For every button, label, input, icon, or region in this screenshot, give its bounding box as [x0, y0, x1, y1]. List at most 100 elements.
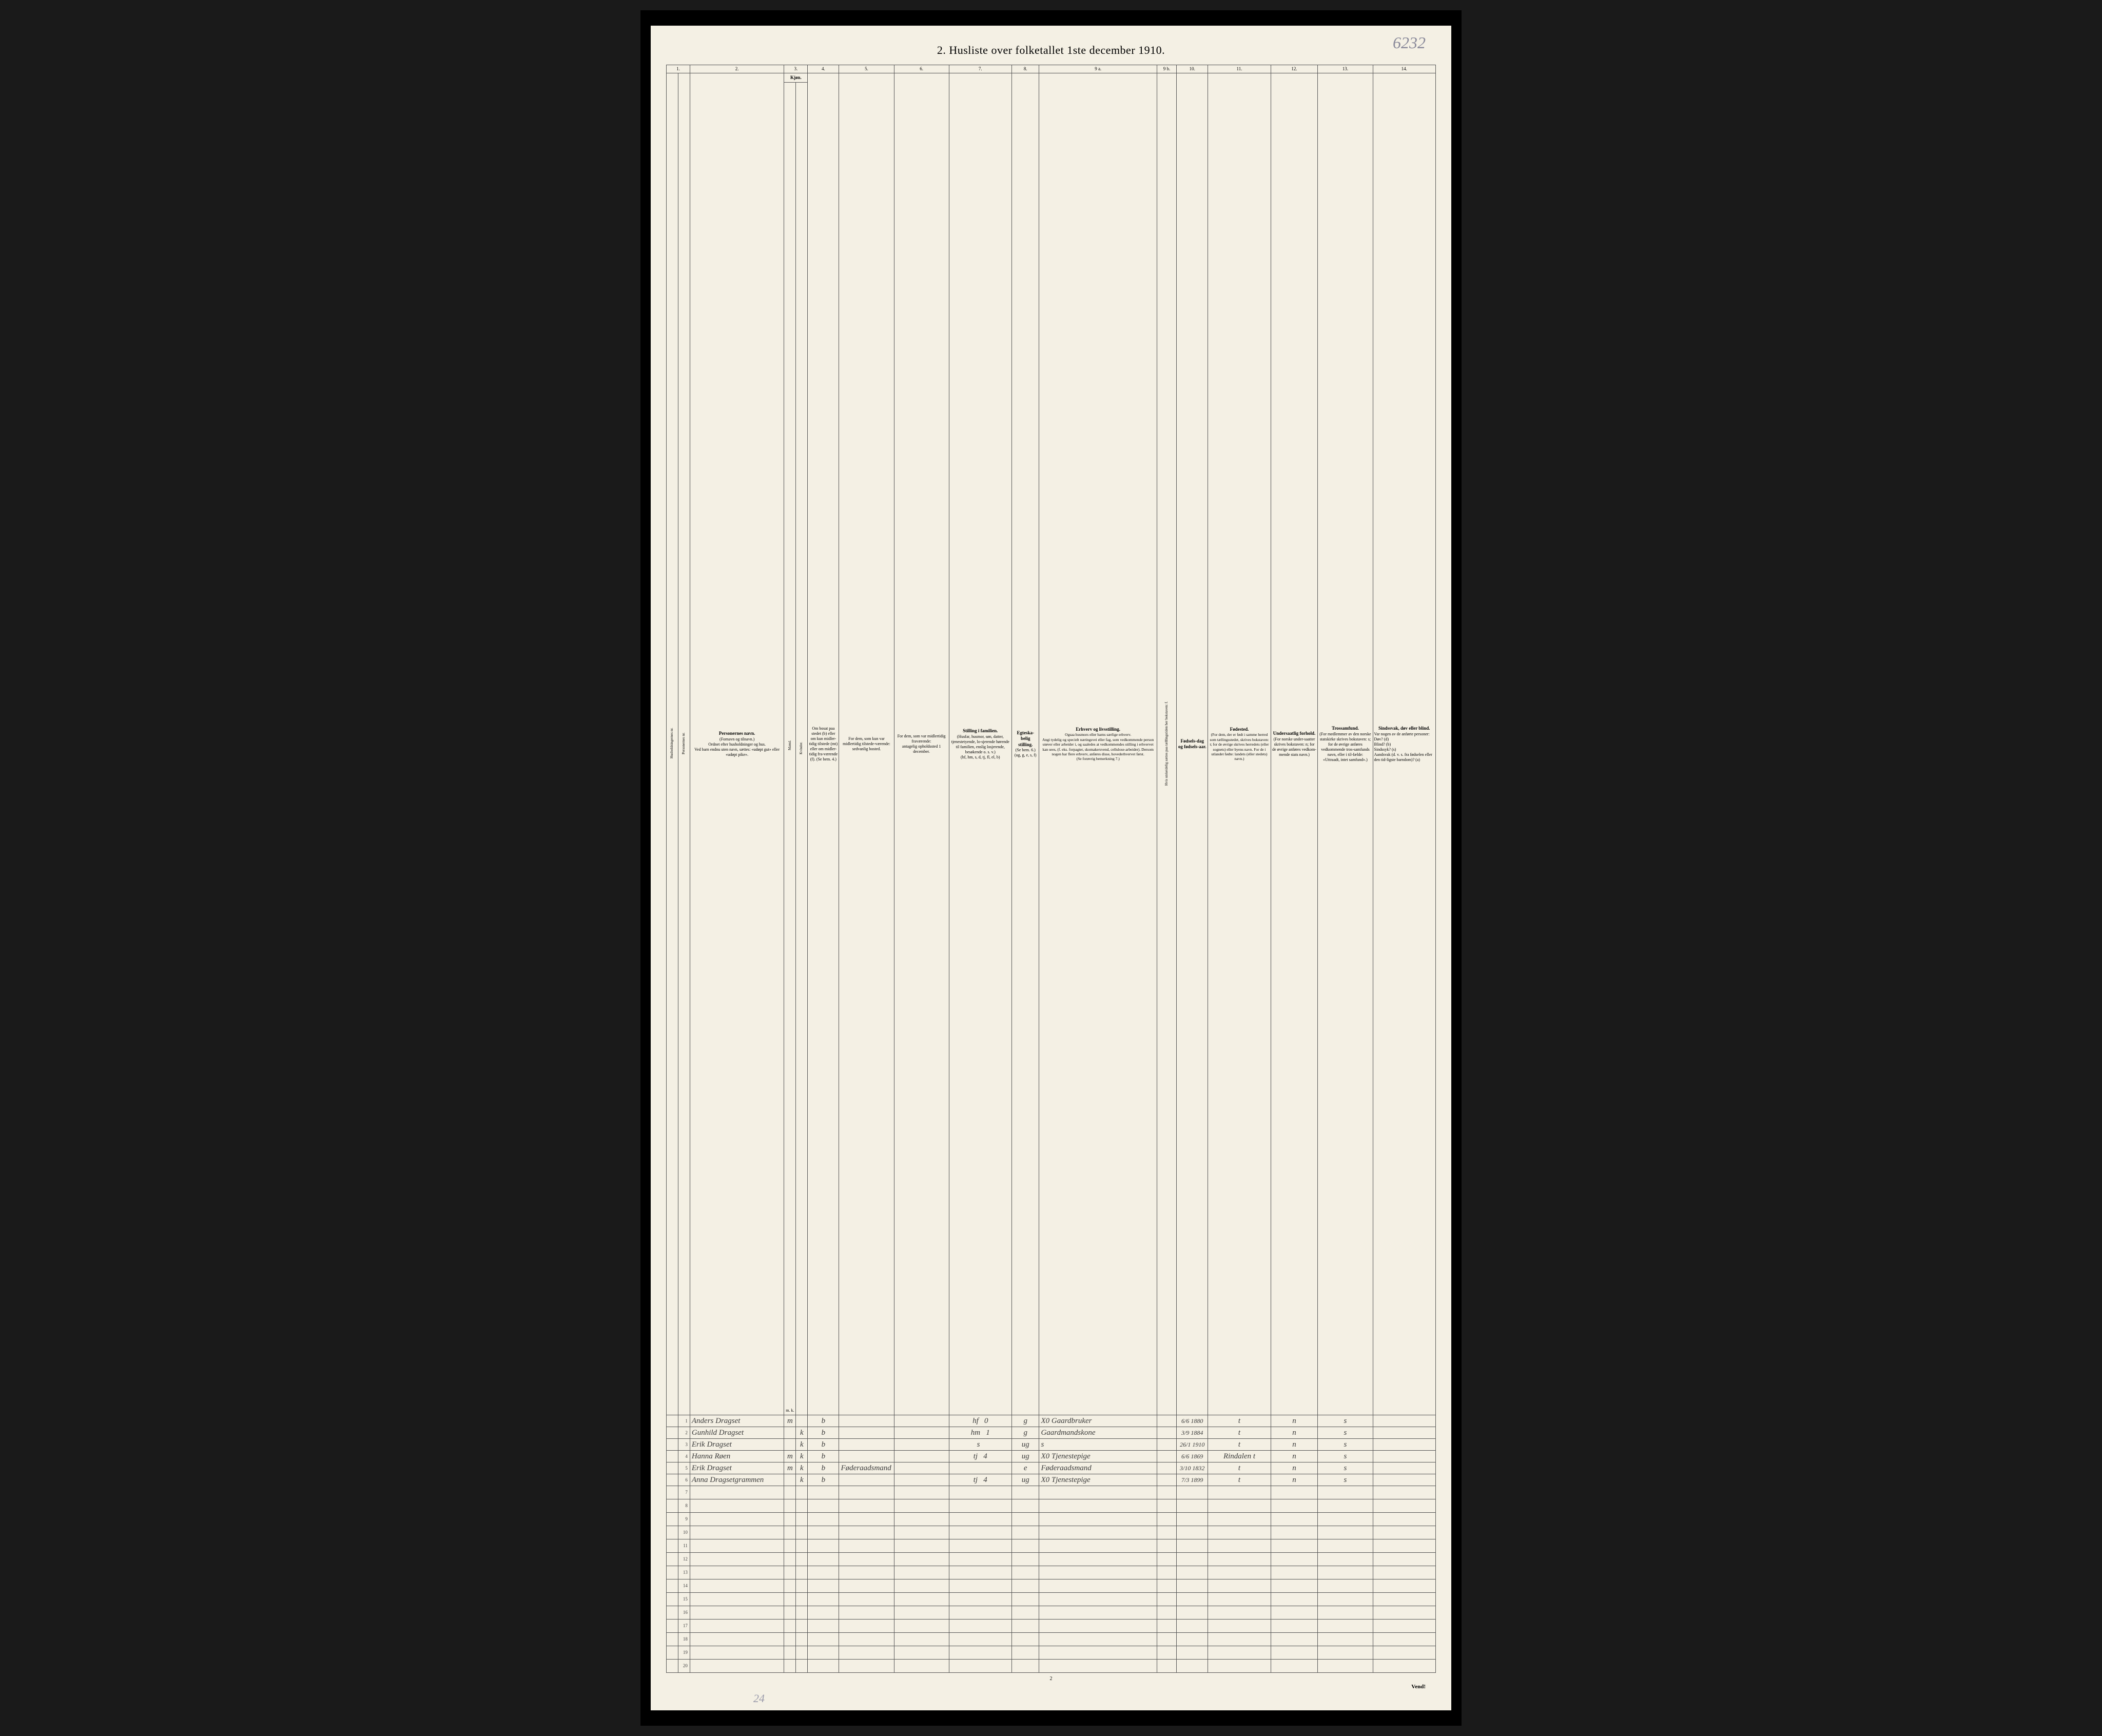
- family-position: [949, 1462, 1011, 1474]
- sex-m: [784, 1427, 796, 1439]
- marital: ug: [1011, 1451, 1039, 1462]
- household-num: [667, 1486, 678, 1499]
- table-row: 8: [667, 1499, 1436, 1513]
- dob: 26/1 1910: [1177, 1439, 1208, 1451]
- dob: 6/6 1869: [1177, 1451, 1208, 1462]
- person-num: 20: [678, 1660, 690, 1673]
- household-num: [667, 1566, 678, 1579]
- family-position: s: [949, 1439, 1011, 1451]
- person-num: 9: [678, 1513, 690, 1526]
- header-c10: Egteska-belig stilling. (Se bem. 6.) (ug…: [1011, 73, 1039, 1415]
- col-num: 2.: [690, 65, 784, 73]
- person-name: Erik Dragset: [690, 1439, 784, 1451]
- household-num: [667, 1451, 678, 1462]
- table-row: 7: [667, 1486, 1436, 1499]
- household-num: [667, 1553, 678, 1566]
- household-num: [667, 1620, 678, 1633]
- sex-k: k: [796, 1451, 808, 1462]
- religion: s: [1318, 1451, 1373, 1462]
- table-row: 5 Erik Dragset m k b Føderaadsmand e Fød…: [667, 1462, 1436, 1474]
- table-row: 10: [667, 1526, 1436, 1539]
- temp-absent: [894, 1462, 949, 1474]
- temp-present: [839, 1439, 894, 1451]
- religion: s: [1318, 1474, 1373, 1486]
- birthplace: t: [1208, 1439, 1271, 1451]
- residence: b: [808, 1439, 839, 1451]
- residence: b: [808, 1474, 839, 1486]
- sex-k: [796, 1415, 808, 1427]
- person-num: 6: [678, 1474, 690, 1486]
- person-num: 15: [678, 1593, 690, 1606]
- household-num: [667, 1606, 678, 1620]
- table-row: 1 Anders Dragset m b hf 0 g X0 Gaardbruk…: [667, 1415, 1436, 1427]
- table-header: 1. 2. 3. 4. 5. 6. 7. 8. 9 a. 9 b. 10. 11…: [667, 65, 1436, 1415]
- sex-m: m: [784, 1415, 796, 1427]
- residence: b: [808, 1427, 839, 1439]
- table-row: 17: [667, 1620, 1436, 1633]
- occupation: X0 Gaardbruker: [1039, 1415, 1157, 1427]
- col-num: 3.: [784, 65, 808, 73]
- household-num: [667, 1427, 678, 1439]
- table-row: 16: [667, 1606, 1436, 1620]
- household-num: [667, 1593, 678, 1606]
- footer-left-handwritten: 24: [753, 1692, 765, 1705]
- family-position: tj 4: [949, 1451, 1011, 1462]
- sex-m: [784, 1439, 796, 1451]
- header-c4: Mænd.m. k.: [784, 83, 796, 1415]
- table-row: 14: [667, 1579, 1436, 1593]
- religion: s: [1318, 1439, 1373, 1451]
- sex-m: m: [784, 1451, 796, 1462]
- col-num: 9 a.: [1039, 65, 1157, 73]
- temp-present: [839, 1415, 894, 1427]
- footer-page-number: 2: [666, 1676, 1436, 1682]
- header-c3: Personernes navn. (Fornavn og tilnavn.) …: [690, 73, 784, 1415]
- household-num: [667, 1415, 678, 1427]
- occupation: Gaardmandskone: [1039, 1427, 1157, 1439]
- person-num: 7: [678, 1486, 690, 1499]
- person-name: Anna Dragsetgrammen: [690, 1474, 784, 1486]
- marital: ug: [1011, 1474, 1039, 1486]
- document-title: 2. Husliste over folketallet 1ste decemb…: [666, 44, 1436, 57]
- table-row: 6 Anna Dragsetgrammen k b tj 4 ug X0 Tje…: [667, 1474, 1436, 1486]
- household-num: [667, 1439, 678, 1451]
- person-num: 4: [678, 1451, 690, 1462]
- temp-present: [839, 1451, 894, 1462]
- household-num: [667, 1539, 678, 1553]
- person-num: 5: [678, 1462, 690, 1474]
- col-num: 1.: [667, 65, 690, 73]
- household-num: [667, 1513, 678, 1526]
- temp-absent: [894, 1451, 949, 1462]
- header-c12: Hvis utskeidelig sættes paa tælllingstid…: [1157, 73, 1176, 1415]
- person-num: 3: [678, 1439, 690, 1451]
- table-row: 12: [667, 1553, 1436, 1566]
- religion: s: [1318, 1415, 1373, 1427]
- table-row: 18: [667, 1633, 1436, 1646]
- dob: 3/10 1832: [1177, 1462, 1208, 1474]
- household-num: [667, 1579, 678, 1593]
- col9b: [1157, 1462, 1176, 1474]
- family-position: tj 4: [949, 1474, 1011, 1486]
- table-row: 3 Erik Dragset k b s ug s 26/1 1910 t n …: [667, 1439, 1436, 1451]
- sex-k: k: [796, 1427, 808, 1439]
- table-row: 9: [667, 1513, 1436, 1526]
- dob: 7/3 1899: [1177, 1474, 1208, 1486]
- col-num: 14.: [1373, 65, 1436, 73]
- birthplace: Rindalen t: [1208, 1451, 1271, 1462]
- household-num: [667, 1499, 678, 1513]
- person-name: Gunhild Dragset: [690, 1427, 784, 1439]
- temp-present: [839, 1427, 894, 1439]
- sex-k: k: [796, 1474, 808, 1486]
- disability: [1373, 1462, 1436, 1474]
- household-num: [667, 1633, 678, 1646]
- col9b: [1157, 1415, 1176, 1427]
- header-c6: Om bosat paa stedet (b) eller om kun mid…: [808, 73, 839, 1415]
- table-row: 19: [667, 1646, 1436, 1660]
- header-c16: Trossamfund. (For medlemmer av den norsk…: [1318, 73, 1373, 1415]
- temp-absent: [894, 1415, 949, 1427]
- dob: 3/9 1884: [1177, 1427, 1208, 1439]
- col-num: 5.: [839, 65, 894, 73]
- col9b: [1157, 1427, 1176, 1439]
- dob: 6/6 1880: [1177, 1415, 1208, 1427]
- birthplace: t: [1208, 1427, 1271, 1439]
- header-c5: Kvinder.: [796, 83, 808, 1415]
